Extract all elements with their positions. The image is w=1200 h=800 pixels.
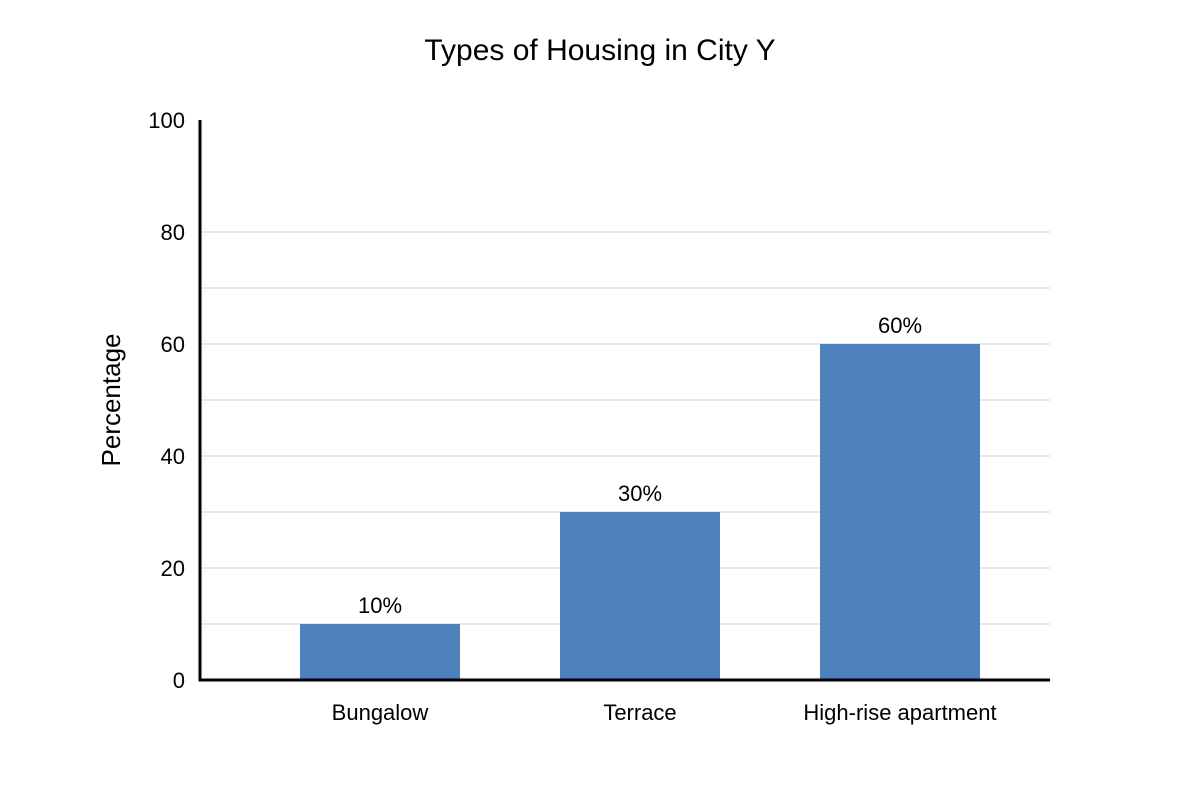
bar <box>820 344 980 680</box>
bar <box>560 512 720 680</box>
bar <box>300 624 460 680</box>
y-tick-label: 100 <box>148 108 185 133</box>
x-category-labels: Bungalow Terrace High-rise apartment <box>332 700 997 725</box>
data-label: 60% <box>878 313 922 338</box>
y-axis-label: Percentage <box>96 334 126 467</box>
y-tick-label: 40 <box>161 444 185 469</box>
y-tick-label: 20 <box>161 556 185 581</box>
data-labels: 10% 30% 60% <box>358 313 922 618</box>
chart-title: Types of Housing in City Y <box>424 34 775 67</box>
data-label: 30% <box>618 481 662 506</box>
y-tick-labels: 0 20 40 60 80 100 <box>148 108 185 693</box>
y-tick-label: 0 <box>173 668 185 693</box>
bars <box>300 344 980 680</box>
data-label: 10% <box>358 593 402 618</box>
axes <box>198 120 1050 682</box>
y-tick-label: 60 <box>161 332 185 357</box>
category-label: Bungalow <box>332 700 429 725</box>
category-label: Terrace <box>603 700 676 725</box>
category-label: High-rise apartment <box>803 700 996 725</box>
y-tick-label: 80 <box>161 220 185 245</box>
